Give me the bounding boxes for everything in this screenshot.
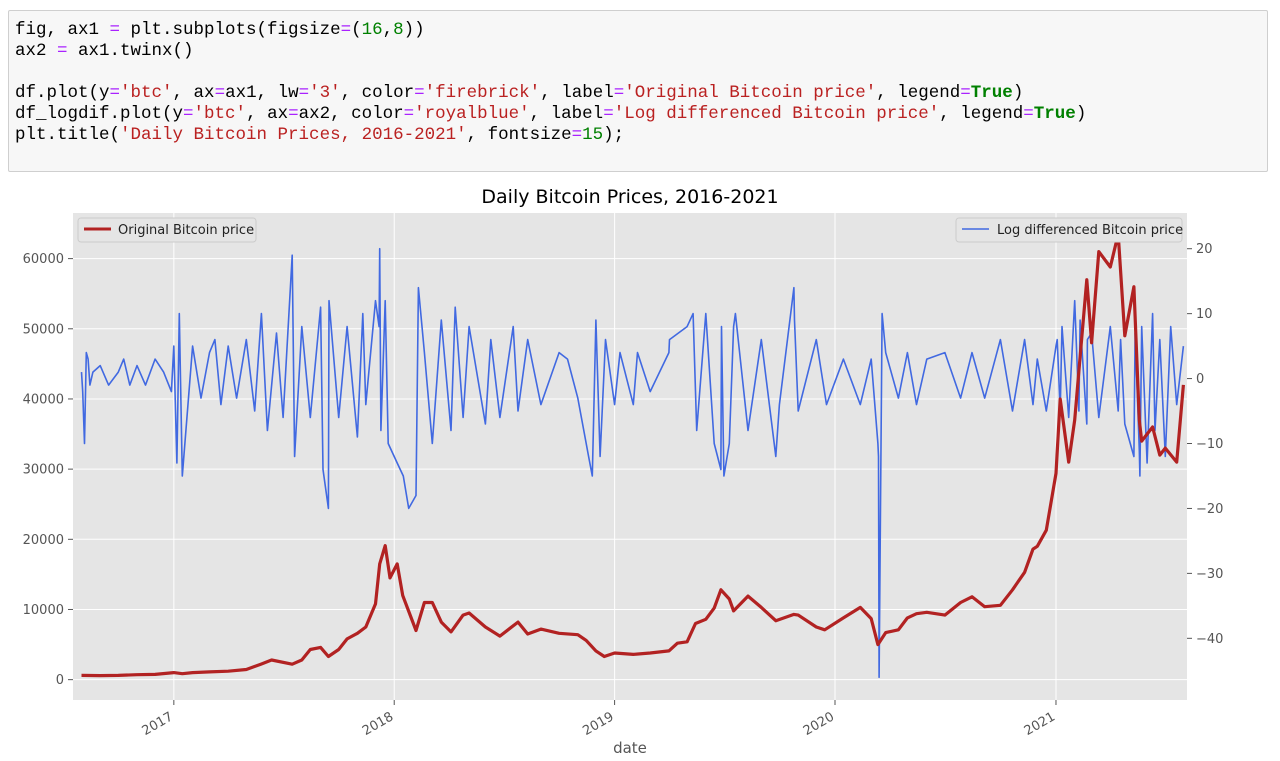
y-tick-label: 20000 bbox=[23, 533, 64, 548]
code-token: = bbox=[298, 83, 310, 103]
code-token: True bbox=[1033, 104, 1076, 124]
code-line: df.plot(y='btc', ax=ax1, lw='3', color='… bbox=[15, 83, 1023, 103]
code-token: '3' bbox=[309, 83, 341, 103]
code-editor[interactable]: fig, ax1 = plt.subplots(figsize=(16,8)) … bbox=[9, 11, 1267, 146]
y2-tick-label: −30 bbox=[1196, 567, 1223, 582]
y-tick-label: 60000 bbox=[23, 252, 64, 267]
original-price-line bbox=[81, 232, 1185, 678]
code-token: 15 bbox=[582, 125, 604, 145]
code-token: plt.subplots(figsize bbox=[120, 20, 341, 40]
y-tick-label: 40000 bbox=[23, 392, 64, 407]
code-token: ) bbox=[1075, 104, 1087, 124]
code-token: ax1.twinx() bbox=[67, 41, 194, 61]
code-token: , label bbox=[540, 83, 614, 103]
code-token: 'Original Bitcoin price' bbox=[624, 83, 877, 103]
code-token: = bbox=[288, 104, 299, 124]
code-token: = bbox=[414, 83, 425, 103]
legend-right-box bbox=[955, 217, 1183, 243]
code-token: = bbox=[340, 20, 352, 40]
code-token: True bbox=[970, 83, 1013, 103]
code-token: = bbox=[109, 83, 121, 103]
y-tick-label: 30000 bbox=[23, 463, 64, 478]
legend-left-box bbox=[77, 217, 257, 243]
code-token: = bbox=[960, 83, 971, 103]
x-axis-label: date bbox=[613, 739, 647, 757]
code-token: 16 bbox=[361, 20, 383, 40]
legend-right-label: Log differenced Bitcoin price bbox=[997, 223, 1183, 238]
code-token: = bbox=[603, 104, 614, 124]
code-token: 'firebrick' bbox=[424, 83, 541, 103]
x-tick-label: 2017 bbox=[140, 709, 176, 739]
code-token: 'btc' bbox=[193, 104, 247, 124]
code-token: df.plot(y bbox=[15, 83, 110, 103]
x-tick-label: 2019 bbox=[580, 709, 616, 739]
legend-left: Original Bitcoin price bbox=[77, 217, 257, 243]
code-token: 'btc' bbox=[120, 83, 173, 103]
y2-tick-label: 20 bbox=[1196, 242, 1213, 257]
series-log-differenced bbox=[80, 247, 1185, 679]
x-tick-label: 2020 bbox=[801, 709, 837, 739]
code-token: = bbox=[109, 20, 121, 40]
grid-lines bbox=[73, 213, 1187, 700]
code-token: , color bbox=[340, 83, 415, 103]
code-token: ) bbox=[1012, 83, 1024, 103]
chart-title: Daily Bitcoin Prices, 2016-2021 bbox=[481, 186, 778, 208]
y-tick-label: 50000 bbox=[23, 322, 64, 337]
code-token: = bbox=[1023, 104, 1034, 124]
code-token: = bbox=[403, 104, 415, 124]
code-token: ax2, color bbox=[298, 104, 404, 124]
code-token: 'Daily Bitcoin Prices, 2016-2021' bbox=[120, 125, 467, 145]
code-line: df_logdif.plot(y='btc', ax=ax2, color='r… bbox=[15, 104, 1086, 124]
code-line: ax2 = ax1.twinx() bbox=[15, 41, 194, 61]
code-token: = bbox=[571, 125, 583, 145]
code-token: = bbox=[613, 83, 625, 103]
code-token: = bbox=[57, 41, 68, 61]
bitcoin-price-chart: Daily Bitcoin Prices, 2016-2021 0 10000 20… bbox=[23, 186, 1224, 757]
code-token: , fontsize bbox=[466, 125, 572, 145]
code-line: fig, ax1 = plt.subplots(figsize=(16,8)) bbox=[15, 20, 425, 40]
code-token: fig, ax1 bbox=[15, 20, 110, 40]
code-token: ax2 bbox=[15, 41, 58, 61]
y2-tick-label: 10 bbox=[1196, 307, 1213, 322]
code-cell[interactable]: fig, ax1 = plt.subplots(figsize=(16,8)) … bbox=[8, 10, 1268, 172]
y-tick-label: 0 bbox=[56, 673, 64, 688]
y-tick-label: 10000 bbox=[23, 603, 64, 618]
plot-area bbox=[73, 213, 1187, 700]
code-token: ax1, lw bbox=[225, 83, 299, 103]
x-tick-label: 2021 bbox=[1022, 709, 1058, 739]
y2-tick-label: −10 bbox=[1196, 437, 1223, 452]
code-token: df_logdif.plot(y bbox=[15, 104, 184, 124]
legend-left-label: Original Bitcoin price bbox=[118, 223, 254, 238]
code-token: )) bbox=[403, 20, 425, 40]
code-token: ); bbox=[603, 125, 625, 145]
y2-tick-label: −40 bbox=[1196, 632, 1223, 647]
x-tick-label: 2018 bbox=[360, 709, 396, 739]
code-line: plt.title('Daily Bitcoin Prices, 2016-20… bbox=[15, 125, 624, 145]
code-token: 8 bbox=[393, 20, 404, 40]
legend-right: Log differenced Bitcoin price bbox=[955, 217, 1183, 243]
code-token: , legend bbox=[876, 83, 961, 103]
code-token: , label bbox=[529, 104, 604, 124]
code-token: plt.title( bbox=[15, 125, 121, 145]
y2-tick-label: 0 bbox=[1196, 372, 1204, 387]
y2-tick-label: −20 bbox=[1196, 502, 1223, 517]
code-token: , ax bbox=[172, 83, 215, 103]
code-token: 'Log differenced Bitcoin price' bbox=[613, 104, 940, 124]
log-differenced-price-line bbox=[80, 247, 1185, 679]
code-token: = bbox=[183, 104, 194, 124]
code-token: = bbox=[214, 83, 226, 103]
code-token: , legend bbox=[939, 104, 1024, 124]
series-original bbox=[81, 232, 1185, 678]
code-token: , ax bbox=[246, 104, 289, 124]
code-token: 'royalblue' bbox=[414, 104, 530, 124]
code-token: ( bbox=[351, 20, 362, 40]
code-token: , bbox=[382, 20, 394, 40]
